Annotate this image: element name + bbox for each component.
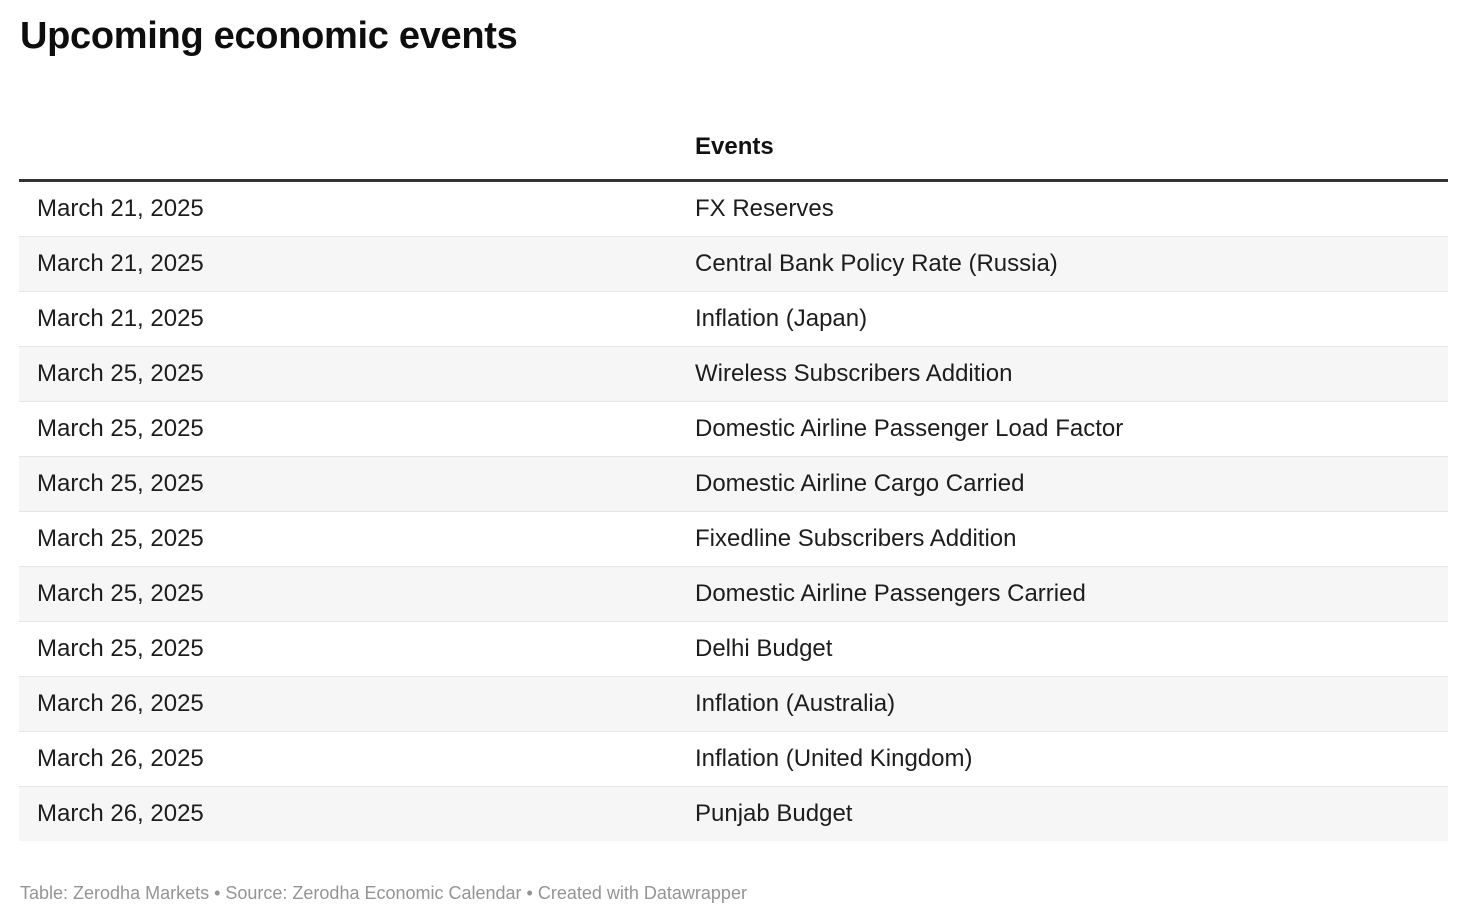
date-cell: March 25, 2025 <box>37 525 204 552</box>
event-cell: Domestic Airline Passenger Load Factor <box>695 415 1124 442</box>
date-cell: March 26, 2025 <box>37 745 204 772</box>
event-cell: Punjab Budget <box>695 800 853 827</box>
event-cell: Wireless Subscribers Addition <box>695 360 1013 387</box>
table-row: March 25, 2025 Domestic Airline Passenger… <box>19 401 1448 457</box>
table-row: March 25, 2025 Fixedline Subscribers Addi… <box>19 511 1448 567</box>
table-row: March 26, 2025 Inflation (Australia) <box>19 676 1448 732</box>
table-row: March 21, 2025 FX Reserves <box>19 180 1448 237</box>
event-cell: Fixedline Subscribers Addition <box>695 525 1017 552</box>
date-cell: March 25, 2025 <box>37 360 204 387</box>
date-cell: March 25, 2025 <box>37 580 204 607</box>
event-cell: Delhi Budget <box>695 635 833 662</box>
date-cell: March 25, 2025 <box>37 470 204 497</box>
date-cell: March 25, 2025 <box>37 635 204 662</box>
table-body: March 21, 2025 FX Reserves March 21, 2025 C… <box>19 180 1448 841</box>
event-cell: Central Bank Policy Rate (Russia) <box>695 250 1058 277</box>
table-row: March 26, 2025 Inflation (United Kingdom) <box>19 731 1448 787</box>
table-header-row: Events <box>19 114 1448 182</box>
attribution-footer: Table: Zerodha Markets • Source: Zerodha… <box>20 883 747 903</box>
table-row: March 25, 2025 Domestic Airline Passenger… <box>19 566 1448 622</box>
table-row: March 21, 2025 Inflation (Japan) <box>19 291 1448 347</box>
date-cell: March 21, 2025 <box>37 305 204 332</box>
page-title: Upcoming economic events <box>20 15 518 57</box>
event-cell: Inflation (Australia) <box>695 690 896 717</box>
date-cell: March 26, 2025 <box>37 800 204 827</box>
column-header-date <box>19 114 677 182</box>
column-header-events: Events <box>677 114 1448 182</box>
event-cell: FX Reserves <box>695 195 834 222</box>
table-row: March 21, 2025 Central Bank Policy Rate (… <box>19 236 1448 292</box>
table-row: March 25, 2025 Wireless Subscribers Addit… <box>19 346 1448 402</box>
table-row: March 26, 2025 Punjab Budget <box>19 786 1448 841</box>
date-cell: March 21, 2025 <box>37 250 204 277</box>
table-header: Events <box>19 114 1448 182</box>
date-cell: March 25, 2025 <box>37 415 204 442</box>
event-cell: Inflation (United Kingdom) <box>695 745 973 772</box>
event-cell: Inflation (Japan) <box>695 305 868 332</box>
event-cell: Domestic Airline Cargo Carried <box>695 470 1025 497</box>
table-row: March 25, 2025 Domestic Airline Cargo Car… <box>19 456 1448 512</box>
table-row: March 25, 2025 Delhi Budget <box>19 621 1448 677</box>
events-table: Events March 21, 2025 FX Reserves March 21… <box>19 114 1448 841</box>
date-cell: March 26, 2025 <box>37 690 204 717</box>
page: Upcoming economic events Events March 21… <box>0 14 1468 904</box>
event-cell: Domestic Airline Passengers Carried <box>695 580 1086 607</box>
date-cell: March 21, 2025 <box>37 195 204 222</box>
